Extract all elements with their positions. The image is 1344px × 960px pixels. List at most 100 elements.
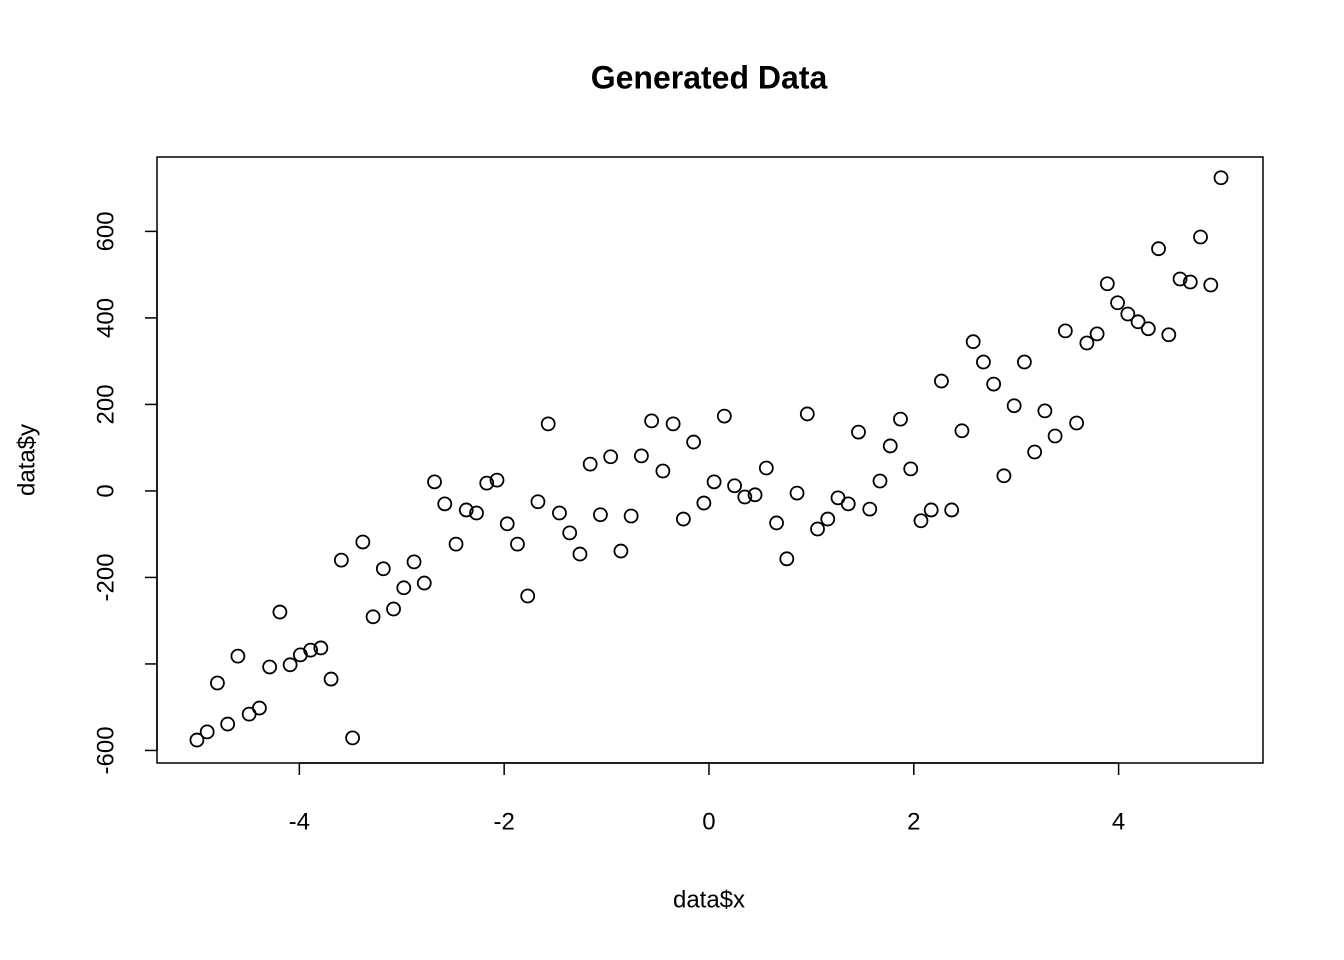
- point: [1057, 323, 1073, 339]
- point: [840, 496, 856, 512]
- point: [1027, 444, 1043, 460]
- point: [593, 507, 608, 523]
- point: [396, 580, 412, 596]
- point: [1089, 326, 1105, 342]
- point: [986, 376, 1002, 392]
- point: [510, 536, 525, 552]
- point: [789, 485, 805, 501]
- point: [1203, 277, 1219, 293]
- point: [386, 601, 401, 617]
- chart-title: Generated Data: [591, 59, 828, 95]
- y-tick-label: 0: [92, 484, 119, 497]
- point: [1069, 415, 1085, 431]
- point: [375, 561, 391, 577]
- point: [323, 671, 339, 687]
- point: [1140, 321, 1156, 337]
- point: [799, 406, 815, 422]
- point: [210, 675, 225, 691]
- point: [1037, 403, 1053, 419]
- point: [1120, 306, 1136, 322]
- y-axis-label: data$y: [13, 424, 40, 496]
- point: [737, 489, 753, 505]
- point: [345, 730, 360, 746]
- point: [696, 495, 712, 511]
- point: [199, 724, 215, 740]
- point: [603, 449, 619, 465]
- x-tick-label: -4: [289, 808, 310, 835]
- point: [313, 640, 329, 656]
- point: [489, 472, 505, 488]
- point: [1161, 327, 1177, 343]
- point: [189, 732, 205, 748]
- plot-frame: [156, 156, 1264, 764]
- point: [437, 496, 453, 512]
- point: [882, 438, 898, 454]
- point: [499, 516, 515, 532]
- point: [851, 424, 866, 440]
- point: [665, 416, 681, 432]
- point: [1130, 314, 1146, 330]
- point: [1193, 229, 1208, 245]
- point: [747, 487, 763, 503]
- y-tick-label: -600: [92, 726, 119, 774]
- point: [1213, 170, 1229, 186]
- point: [934, 373, 949, 389]
- point: [1151, 241, 1166, 257]
- point: [769, 515, 784, 531]
- x-tick-label: 0: [702, 808, 715, 835]
- point: [903, 461, 919, 477]
- point: [706, 474, 722, 490]
- point: [1047, 428, 1063, 444]
- point: [686, 434, 702, 450]
- point: [262, 659, 278, 675]
- point: [1182, 274, 1198, 290]
- point: [893, 411, 908, 427]
- point: [416, 575, 432, 591]
- point: [716, 408, 732, 424]
- point: [976, 354, 991, 370]
- point: [582, 456, 598, 472]
- point: [520, 588, 536, 604]
- point: [1006, 398, 1022, 414]
- point: [220, 716, 236, 732]
- point: [758, 460, 774, 476]
- point: [913, 513, 929, 529]
- point: [1110, 295, 1125, 311]
- point: [954, 423, 970, 439]
- point: [1172, 271, 1188, 287]
- point: [613, 543, 629, 559]
- point: [530, 494, 546, 510]
- point: [552, 505, 567, 521]
- point: [862, 501, 878, 517]
- point: [282, 657, 298, 673]
- point: [230, 648, 246, 664]
- point: [675, 511, 691, 527]
- point: [272, 604, 288, 620]
- point: [872, 473, 888, 489]
- point: [458, 502, 474, 518]
- x-tick-label: 2: [907, 808, 920, 835]
- point: [623, 508, 639, 524]
- x-tick-label: 4: [1112, 808, 1125, 835]
- point: [303, 642, 319, 658]
- point: [333, 552, 349, 568]
- x-axis-label: data$x: [673, 886, 745, 913]
- point: [479, 475, 495, 491]
- y-tick-label: 400: [92, 298, 119, 338]
- point: [540, 416, 556, 432]
- y-tick-label: 200: [92, 384, 119, 424]
- point: [469, 505, 484, 521]
- point: [427, 474, 442, 490]
- point: [1016, 354, 1032, 370]
- point: [1079, 335, 1095, 351]
- point: [810, 521, 825, 537]
- point: [406, 554, 422, 570]
- point: [562, 525, 578, 541]
- point: [355, 534, 371, 550]
- point: [965, 334, 981, 350]
- point: [365, 609, 381, 625]
- point: [572, 546, 588, 562]
- x-tick-label: -2: [493, 808, 514, 835]
- point: [655, 463, 671, 479]
